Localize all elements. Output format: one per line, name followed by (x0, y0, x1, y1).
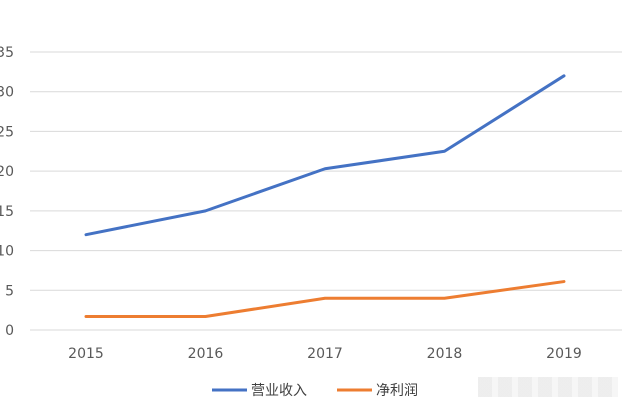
data-point (85, 234, 87, 236)
y-tick-label: 20 (0, 164, 14, 180)
data-point (444, 150, 445, 152)
y-tick-label: 30 (0, 85, 14, 101)
data-point (563, 281, 565, 283)
y-tick-label: 25 (0, 124, 14, 140)
x-tick-label: 2018 (427, 346, 463, 362)
data-point (85, 315, 87, 317)
y-tick-label: 0 (5, 323, 14, 339)
legend: 营业收入 净利润 (212, 383, 418, 399)
legend-label-revenue: 营业收入 (251, 383, 307, 399)
y-tick-label: 15 (0, 204, 14, 220)
data-point (324, 297, 326, 299)
y-tick-label: 35 (0, 45, 14, 61)
y-axis: 0 5 10 15 20 25 30 35 (0, 45, 14, 339)
data-point (205, 210, 206, 212)
series-lines (84, 74, 566, 318)
data-point (324, 168, 326, 170)
x-tick-label: 2017 (307, 346, 343, 362)
data-point (444, 297, 445, 299)
gridlines (30, 51, 622, 331)
y-tick-label: 5 (5, 283, 14, 299)
x-tick-label: 2016 (188, 346, 224, 362)
data-point (205, 315, 206, 317)
blurred-watermark (478, 377, 618, 397)
series-line-profit (84, 280, 566, 318)
data-point (563, 75, 565, 77)
x-tick-label: 2015 (68, 346, 104, 362)
x-tick-label: 2019 (546, 346, 582, 362)
y-tick-label: 10 (0, 244, 14, 260)
x-axis: 2015 2016 2017 2018 2019 (68, 346, 582, 362)
legend-label-profit: 净利润 (376, 383, 418, 399)
